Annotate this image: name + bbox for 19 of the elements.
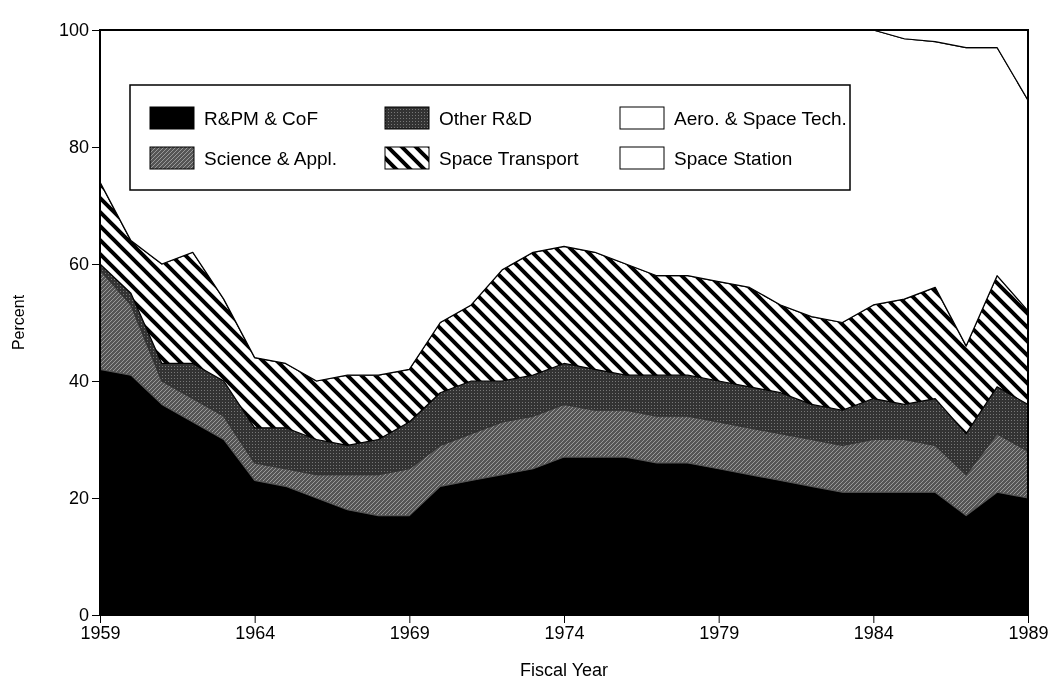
- y-tick-label: 20: [68, 488, 89, 509]
- y-tick-label: 60: [68, 254, 89, 275]
- legend-label: Science & Appl.: [204, 148, 338, 169]
- x-tick-label: 1984: [853, 622, 894, 643]
- x-tick-label: 1979: [699, 622, 740, 643]
- y-tick-label: 100: [58, 20, 89, 41]
- x-axis-title: Fiscal Year: [519, 660, 609, 680]
- legend-label: R&PM & CoF: [204, 108, 319, 129]
- x-tick-label: 1974: [544, 622, 585, 643]
- legend-label: Space Transport: [439, 148, 580, 169]
- y-axis-title: Percent: [10, 294, 27, 351]
- x-tick-label: 1964: [235, 622, 276, 643]
- x-tick-label: 1969: [389, 622, 430, 643]
- legend-label: Other R&D: [439, 108, 532, 129]
- y-tick-label: 80: [68, 137, 89, 158]
- legend-label: Aero. & Space Tech.: [674, 108, 847, 129]
- legend-label: Space Station: [674, 148, 793, 169]
- y-tick-label: 40: [68, 371, 89, 392]
- x-tick-label: 1989: [1008, 622, 1049, 643]
